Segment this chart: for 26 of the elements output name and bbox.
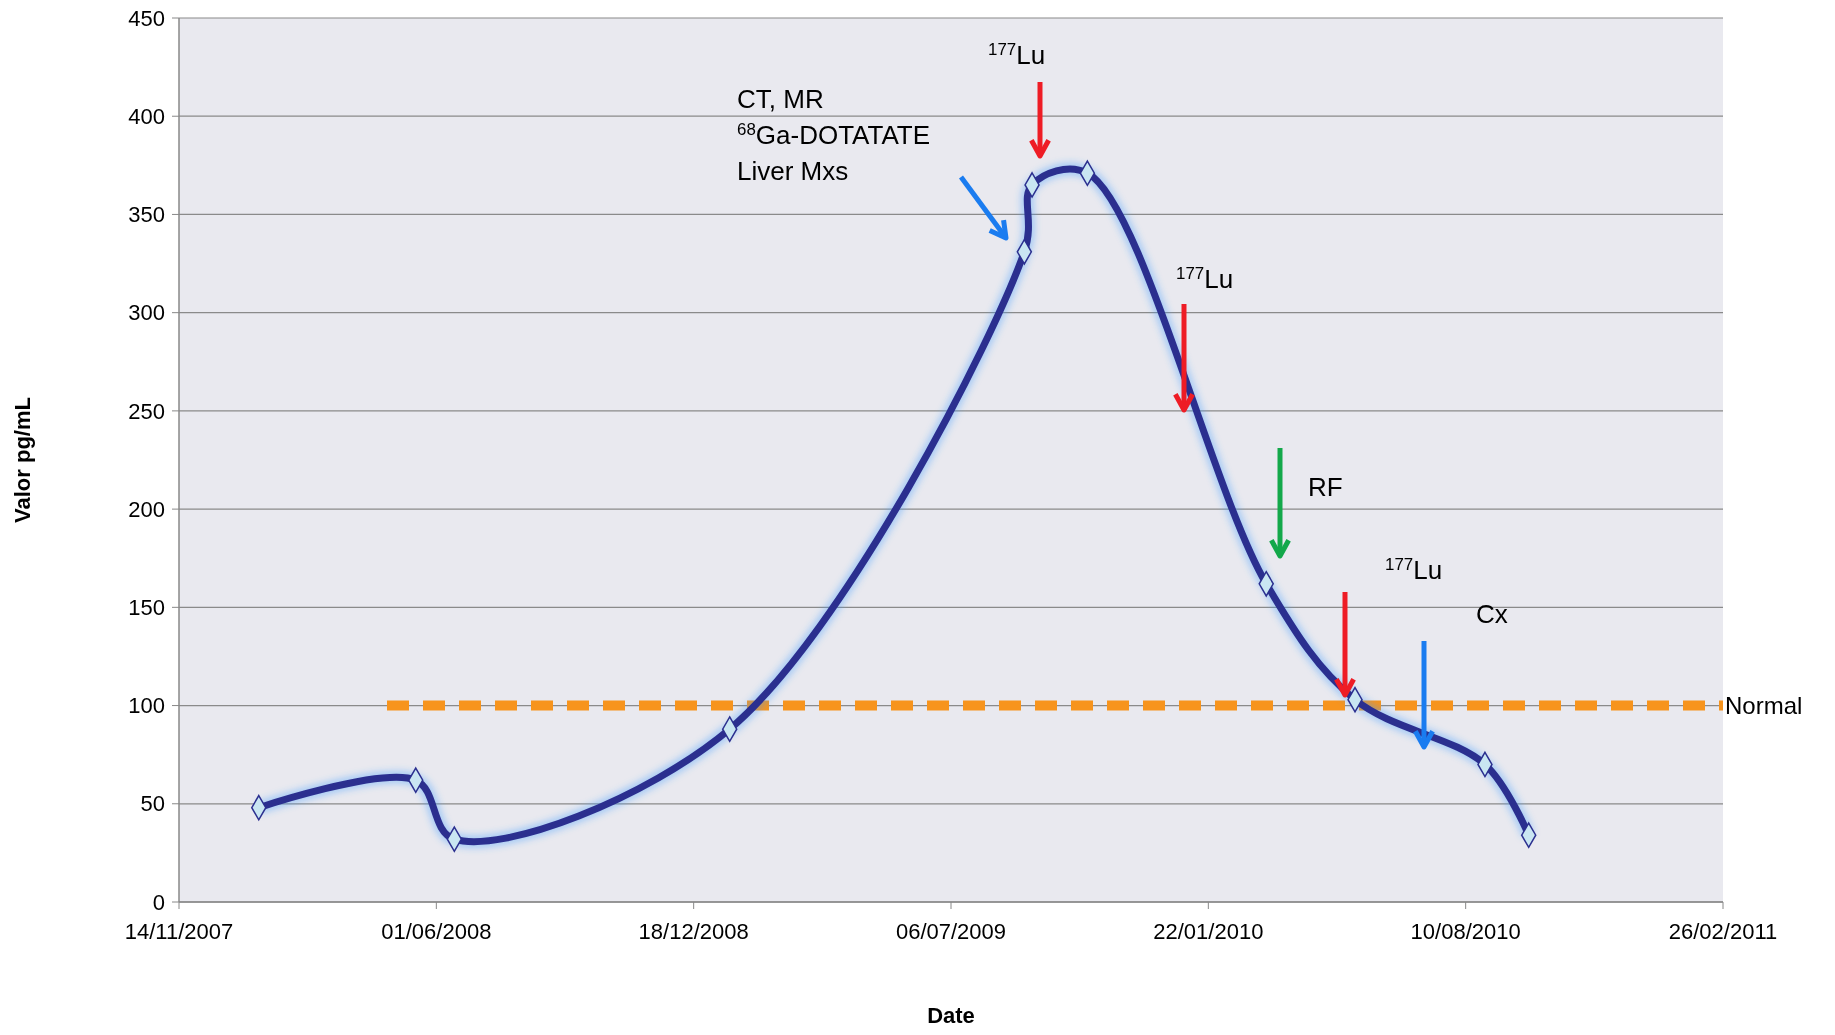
y-axis-title: Valor pg/mL	[10, 397, 35, 523]
x-tick-label: 18/12/2008	[638, 919, 749, 944]
annotation: Cx	[1476, 599, 1508, 629]
y-tick-label: 0	[152, 889, 165, 915]
x-tick-label: 14/11/2007	[124, 919, 234, 944]
annotation: $^{177}$Lu	[988, 39, 1046, 70]
annotation: CT, MR $^{68}$Ga-DOTATATE Liver Mxs	[737, 84, 931, 186]
y-tick-label: 50	[140, 791, 165, 817]
x-axis-title: Date	[927, 1003, 975, 1028]
y-tick-label: 300	[128, 300, 165, 326]
y-tick-label: 150	[128, 595, 165, 621]
y-tick-label: 250	[128, 398, 165, 424]
y-tick-label: 450	[128, 5, 165, 31]
annotation: $^{177}$Lu	[1176, 263, 1234, 294]
annotation: RF	[1308, 472, 1343, 502]
x-tick-label: 01/06/2008	[381, 919, 492, 944]
annotation: $^{177}$Lu	[1385, 554, 1443, 585]
x-tick-label: 26/02/2011	[1668, 919, 1778, 944]
y-tick-label: 350	[128, 202, 165, 228]
y-tick-label: 200	[128, 496, 165, 522]
x-tick-label: 10/08/2010	[1410, 919, 1521, 944]
ref-line-label: Normal	[1725, 691, 1803, 719]
x-tick-label: 22/01/2010	[1153, 919, 1264, 944]
x-tick-label: 06/07/2009	[895, 919, 1007, 944]
y-tick-label: 100	[128, 693, 165, 719]
y-tick-label: 400	[128, 103, 165, 129]
